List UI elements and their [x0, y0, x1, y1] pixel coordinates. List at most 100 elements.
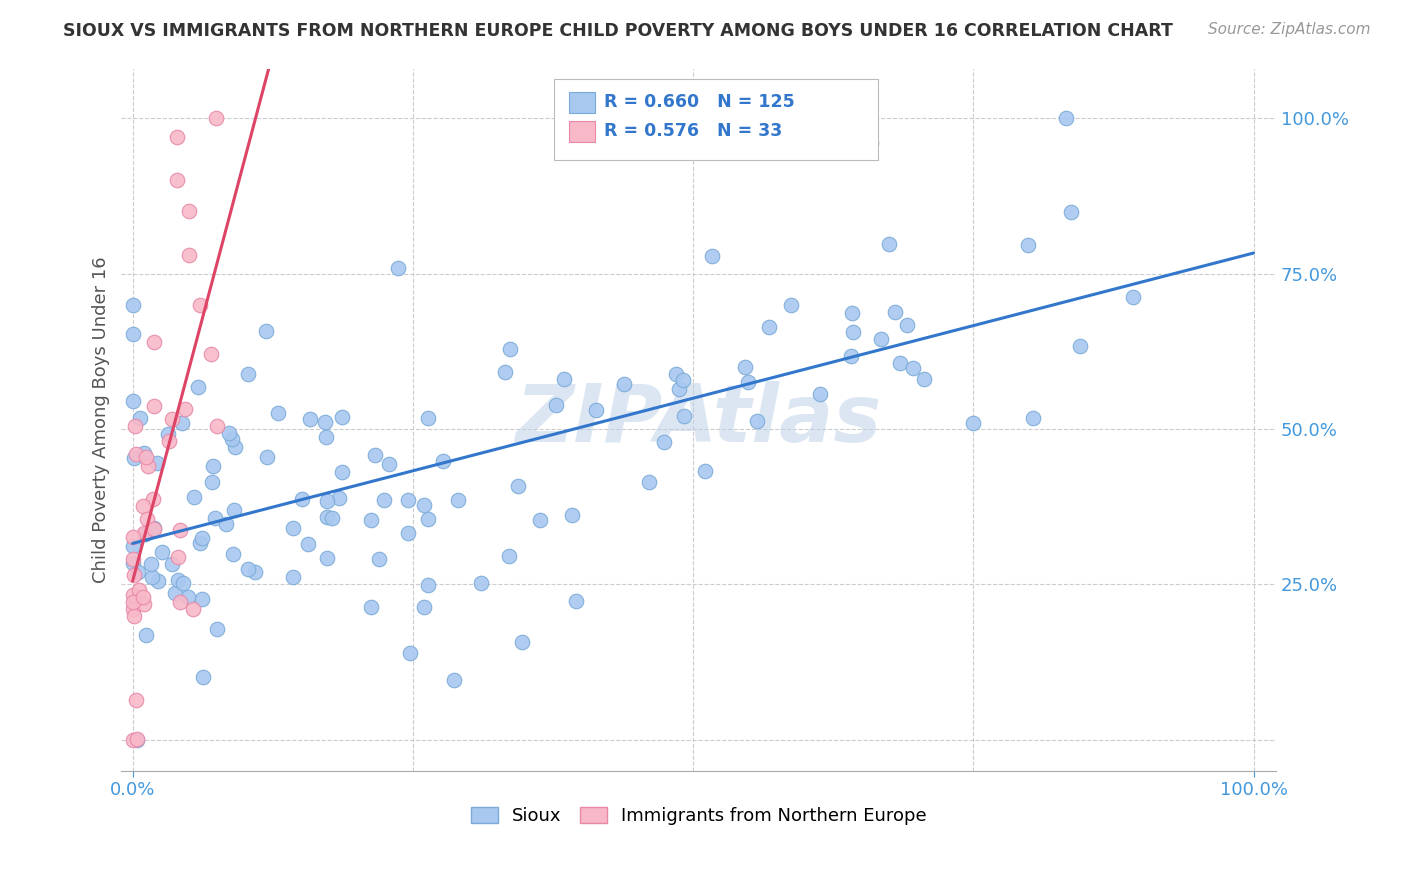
Point [652, 435, 675, 450]
Point [142, 492, 165, 507]
Point [191, 670, 214, 684]
Point [1022, 411, 1045, 425]
Point [316, 550, 339, 565]
Text: SIOUX VS IMMIGRANTS FROM NORTHERN EUROPE CHILD POVERTY AMONG BOYS UNDER 16 CORRE: SIOUX VS IMMIGRANTS FROM NORTHERN EUROPE… [63, 22, 1173, 40]
Point [330, 465, 353, 479]
Point [498, 342, 520, 356]
Point [122, 588, 145, 602]
Point [808, 387, 831, 401]
Point [1017, 238, 1039, 252]
Point [146, 574, 169, 589]
Point [134, 445, 156, 459]
Point [142, 521, 165, 535]
Point [166, 129, 188, 144]
Y-axis label: Child Poverty Among Boys Under 16: Child Poverty Among Boys Under 16 [93, 256, 110, 582]
Point [494, 365, 516, 379]
Point [163, 585, 186, 599]
Point [181, 601, 204, 615]
Point [139, 557, 162, 571]
Point [170, 416, 193, 430]
Point [330, 409, 353, 424]
Point [122, 394, 145, 409]
Point [737, 375, 759, 389]
Point [121, 556, 143, 570]
Point [841, 306, 863, 320]
Point [387, 261, 409, 276]
Point [693, 464, 716, 478]
Point [877, 237, 900, 252]
Point [613, 376, 636, 391]
Point [134, 597, 156, 611]
Point [779, 298, 801, 312]
Point [447, 493, 470, 508]
Point [224, 503, 246, 517]
Point [668, 383, 690, 397]
Point [125, 447, 148, 461]
Text: R = 0.660   N = 125: R = 0.660 N = 125 [605, 93, 794, 111]
Point [169, 595, 191, 609]
Point [122, 326, 145, 341]
Point [546, 398, 568, 412]
Point [316, 509, 339, 524]
Point [121, 602, 143, 616]
Point [131, 499, 153, 513]
Point [368, 552, 391, 566]
Point [143, 399, 166, 413]
Point [896, 318, 918, 332]
Point [200, 347, 222, 361]
Point [315, 493, 337, 508]
Point [432, 453, 454, 467]
Point [702, 249, 724, 263]
Point [859, 136, 882, 151]
Point [124, 419, 146, 434]
Point [243, 565, 266, 579]
Point [470, 575, 492, 590]
Bar [569, 92, 595, 112]
Point [218, 426, 240, 441]
Point [1060, 205, 1083, 219]
Point [205, 622, 228, 636]
Point [146, 457, 169, 471]
Point [132, 525, 155, 540]
Point [183, 490, 205, 504]
Point [132, 591, 155, 605]
Point [127, 566, 149, 580]
Point [1069, 339, 1091, 353]
Point [498, 549, 520, 563]
Point [889, 355, 911, 369]
Point [360, 513, 382, 527]
Point [121, 595, 143, 609]
Point [121, 530, 143, 544]
Point [364, 448, 387, 462]
Point [416, 410, 439, 425]
Point [221, 547, 243, 561]
Point [169, 523, 191, 537]
Point [315, 430, 337, 444]
Point [127, 732, 149, 747]
Point [150, 545, 173, 559]
Point [378, 457, 401, 471]
Point [135, 628, 157, 642]
Point [291, 491, 314, 506]
Point [122, 568, 145, 582]
Point [869, 332, 891, 346]
Point [122, 539, 145, 553]
Point [236, 562, 259, 576]
Point [841, 349, 863, 363]
Text: Source: ZipAtlas.com: Source: ZipAtlas.com [1208, 22, 1371, 37]
Point [177, 204, 200, 219]
Point [122, 450, 145, 465]
Point [508, 479, 530, 493]
Point [256, 450, 278, 464]
Point [124, 609, 146, 624]
Point [672, 409, 695, 424]
Legend: Sioux, Immigrants from Northern Europe: Sioux, Immigrants from Northern Europe [471, 806, 927, 825]
Point [157, 426, 180, 441]
Point [443, 673, 465, 687]
Text: ZIPAtlas: ZIPAtlas [516, 381, 882, 458]
Point [412, 498, 434, 512]
Point [167, 549, 190, 564]
Point [215, 517, 238, 532]
Point [205, 418, 228, 433]
Point [585, 403, 607, 417]
